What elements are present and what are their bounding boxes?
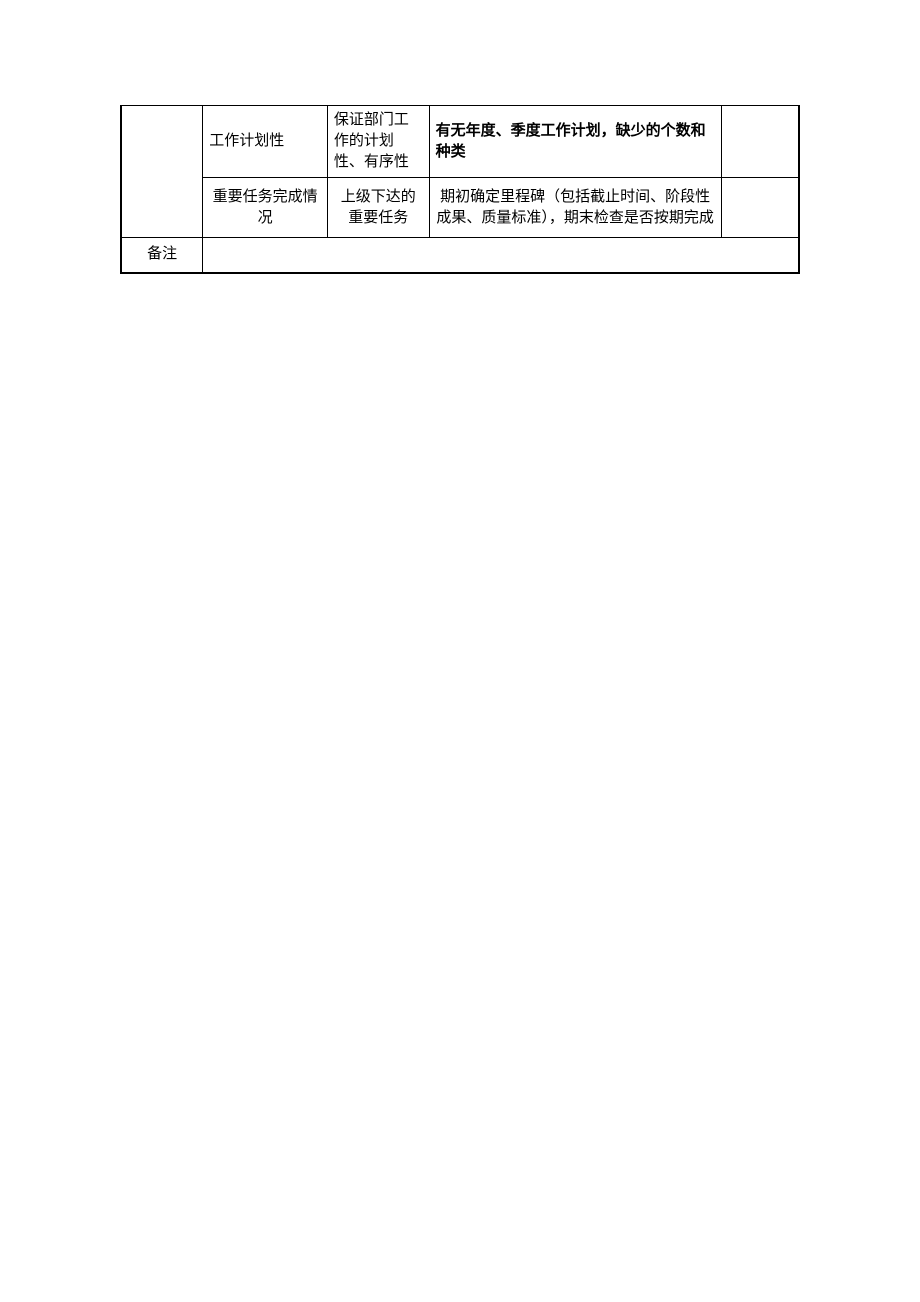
cell-description: 保证部门工作的计划性、有序性 bbox=[327, 106, 429, 178]
table-row: 重要任务完成情况 上级下达的重要任务 期初确定里程碑（包括截止时间、阶段性成果、… bbox=[121, 178, 799, 238]
cell-remark-content bbox=[203, 238, 799, 273]
cell-criteria: 期初确定里程碑（包括截止时间、阶段性成果、质量标准），期末检查是否按期完成 bbox=[429, 178, 721, 238]
cell-remark-label: 备注 bbox=[121, 238, 203, 273]
cell-score bbox=[721, 178, 799, 238]
cell-item: 工作计划性 bbox=[203, 106, 328, 178]
cell-criteria: 有无年度、季度工作计划，缺少的个数和种类 bbox=[429, 106, 721, 178]
table-row: 工作计划性 保证部门工作的计划性、有序性 有无年度、季度工作计划，缺少的个数和种… bbox=[121, 106, 799, 178]
cell-item: 重要任务完成情况 bbox=[203, 178, 328, 238]
cell-category bbox=[121, 106, 203, 238]
table-row: 备注 bbox=[121, 238, 799, 273]
cell-description: 上级下达的重要任务 bbox=[327, 178, 429, 238]
cell-score bbox=[721, 106, 799, 178]
table-container: 工作计划性 保证部门工作的计划性、有序性 有无年度、季度工作计划，缺少的个数和种… bbox=[120, 105, 800, 274]
assessment-table: 工作计划性 保证部门工作的计划性、有序性 有无年度、季度工作计划，缺少的个数和种… bbox=[120, 105, 800, 274]
